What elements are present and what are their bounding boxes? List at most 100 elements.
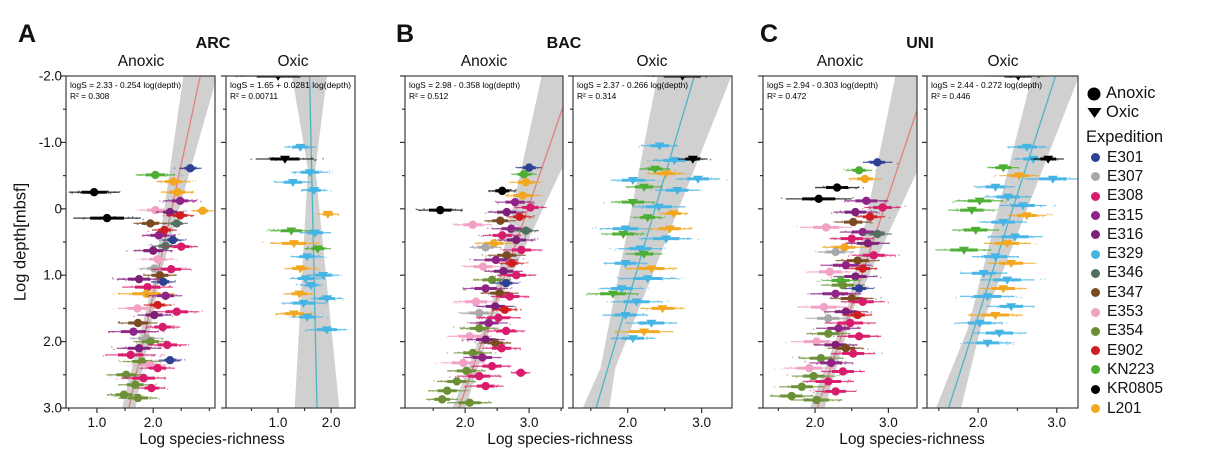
data-point [73, 213, 144, 223]
data-point [973, 183, 1020, 192]
data-point [616, 275, 683, 284]
data-point [164, 242, 199, 251]
confidence-band [452, 76, 563, 408]
legend-color-dot [1091, 326, 1100, 336]
data-point [1018, 175, 1078, 184]
legend-item-label: E329 [1107, 245, 1144, 263]
data-point [506, 212, 535, 221]
data-point [289, 253, 327, 262]
equation-text: logS = 1.65 + 0.0281 log(depth) [230, 80, 351, 90]
data-point [462, 284, 513, 293]
plot-ARC-Anoxic: 1.0 2.0 -2.0 -1.0 0 1.0 2.0 3.0 logS = 2.33 - 0.… [39, 69, 216, 430]
data-point [145, 291, 183, 300]
data-point [835, 256, 880, 265]
confidence-band [122, 76, 215, 408]
data-point [452, 297, 503, 306]
legend-item-E902: E902 [1086, 341, 1163, 360]
data-point [122, 282, 173, 292]
confidence-band [292, 76, 340, 408]
legend-color-dot [1091, 211, 1100, 221]
data-point [415, 205, 463, 215]
legend: Anoxic Oxic Expedition E301 E307 E308 E315 E… [1086, 84, 1163, 418]
data-point [773, 363, 836, 373]
panel-letter-c: C [760, 20, 779, 48]
legend-expedition-title: Expedition [1086, 128, 1164, 146]
data-point [824, 318, 876, 328]
data-point [160, 188, 195, 197]
data-point [769, 391, 814, 401]
data-point [163, 219, 189, 228]
legend-item-KR0805: KR0805 [1086, 380, 1163, 399]
equation-text: logS = 2.94 - 0.303 log(depth) [767, 80, 878, 90]
data-point [625, 265, 678, 274]
data-point [658, 210, 689, 219]
data-point [805, 267, 856, 277]
legend-oxic-label: Oxic [1106, 103, 1139, 121]
r-squared-text: R² = 0.512 [409, 91, 449, 101]
data-point [452, 324, 502, 333]
data-point [820, 367, 865, 376]
data-point [840, 297, 890, 306]
data-point [435, 358, 489, 368]
data-point [848, 264, 878, 273]
data-point [848, 174, 883, 184]
data-point [855, 212, 891, 221]
data-point [603, 260, 648, 269]
data-point [979, 285, 1027, 294]
data-point [790, 395, 843, 405]
data-point [463, 353, 502, 362]
x-tick-label: 3.0 [692, 415, 711, 430]
data-point [488, 186, 517, 196]
data-point [609, 245, 666, 254]
data-point [843, 196, 889, 206]
data-point [847, 251, 900, 260]
data-point [304, 245, 332, 254]
data-point [829, 234, 874, 243]
subpanel-title-bac-oxic: Oxic [636, 53, 668, 70]
data-point [295, 229, 332, 238]
data-point [494, 259, 529, 268]
data-point [614, 328, 674, 337]
legend-color-dot [1091, 249, 1100, 259]
data-point [494, 235, 539, 245]
x-tick-label: 2.0 [144, 415, 163, 430]
data-point [135, 205, 173, 215]
legend-item-label: E347 [1107, 283, 1144, 301]
data-point [490, 292, 530, 301]
data-point [678, 155, 712, 164]
data-point [112, 304, 158, 313]
data-point [987, 164, 1020, 173]
data-point [823, 307, 873, 316]
data-point [625, 250, 663, 259]
y-tick-label: -1.0 [39, 135, 62, 150]
legend-color-dot [1091, 268, 1100, 278]
data-point [603, 198, 656, 207]
axis-ticks [400, 75, 562, 413]
data-point [971, 253, 1020, 262]
data-point [632, 203, 686, 212]
data-point [515, 163, 542, 172]
subpanel-title-arc-anoxic: Anoxic [117, 53, 165, 70]
data-point [288, 313, 329, 322]
equation-text: logS = 2.98 - 0.358 log(depth) [409, 80, 520, 90]
data-point [483, 326, 526, 336]
data-point [597, 285, 650, 294]
data-point [452, 220, 492, 229]
r-squared-text: R² = 0.446 [931, 91, 971, 101]
data-point [111, 274, 168, 284]
legend-item-E315: E315 [1086, 206, 1163, 225]
legend-oxic-row: Oxic [1086, 103, 1163, 122]
data-point [173, 164, 202, 173]
panel-title-arc: ARC [195, 35, 231, 52]
data-point [494, 271, 537, 280]
data-point [494, 197, 535, 207]
data-point [948, 206, 998, 215]
data-point [310, 295, 345, 304]
data-point [133, 310, 176, 320]
legend-items: E301 E307 E308 E315 E316 E329 E346 E347 E353 E354… [1086, 148, 1163, 418]
data-point [448, 371, 502, 381]
x-tick-label: 2.0 [969, 415, 988, 430]
legend-item-label: KR0805 [1107, 380, 1164, 398]
data-point [281, 299, 328, 308]
data-point [625, 319, 678, 328]
